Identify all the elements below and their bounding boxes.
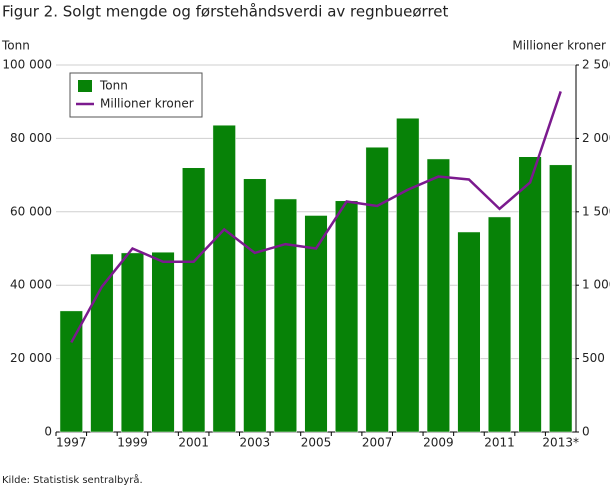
y2-tick-label: 0: [582, 425, 590, 439]
y-tick-label: 60 000: [10, 204, 52, 218]
y2-tick-label: 500: [582, 351, 605, 365]
y-tick-label: 0: [44, 425, 52, 439]
source: Kilde: Statistisk sentralbyrå.: [2, 473, 143, 486]
x-tick-label: 2003: [240, 436, 271, 450]
legend-label: Millioner kroner: [100, 97, 194, 111]
bar: [335, 200, 359, 433]
x-tick-label: 2001: [178, 436, 209, 450]
x-tick-label: 2013*: [542, 436, 579, 450]
y2-tick-label: 1 500: [582, 204, 610, 218]
bar: [304, 215, 328, 433]
chart-title: Figur 2. Solgt mengde og førstehåndsverd…: [2, 3, 449, 21]
y-axis-label: Tonn: [1, 39, 30, 53]
bar: [365, 146, 389, 433]
y2-tick-label: 2 500: [582, 58, 610, 72]
bar: [426, 158, 450, 433]
x-tick-label: 2009: [423, 436, 454, 450]
x-tick-label: 2007: [362, 436, 393, 450]
bar: [59, 310, 83, 433]
bar: [549, 164, 573, 433]
y-tick-label: 80 000: [10, 131, 52, 145]
bar: [396, 117, 420, 433]
bar: [243, 178, 267, 433]
legend-swatch: [78, 80, 92, 92]
bar: [120, 252, 145, 433]
x-tick-label: 1997: [56, 436, 87, 450]
legend-label: Tonn: [99, 79, 128, 93]
y2-tick-label: 1 000: [582, 278, 610, 292]
bar: [151, 251, 175, 433]
y-tick-label: 40 000: [10, 278, 52, 292]
x-tick-label: 1999: [117, 436, 148, 450]
y2-tick-label: 2 000: [582, 131, 610, 145]
x-tick-label: 2011: [484, 436, 515, 450]
y-tick-label: 100 000: [2, 58, 52, 72]
y-tick-label: 20 000: [10, 351, 52, 365]
x-tick-label: 2005: [301, 436, 332, 450]
line: [70, 91, 562, 344]
bar: [182, 167, 206, 433]
bar: [90, 253, 114, 433]
bar: [273, 198, 297, 433]
bar: [487, 216, 512, 433]
bar: [457, 231, 481, 433]
bar: [212, 124, 236, 433]
bar: [518, 156, 542, 433]
y2-axis-label: Millioner kroner: [512, 39, 606, 53]
